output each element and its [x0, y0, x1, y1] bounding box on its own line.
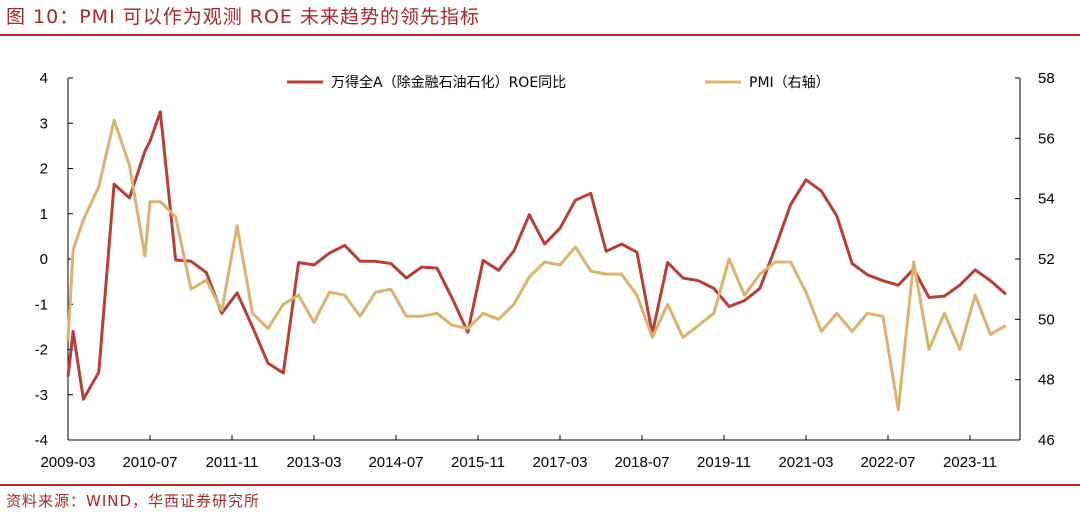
left-tick-label: -2: [35, 342, 48, 359]
bottom-rule: [0, 484, 1080, 486]
x-tick-label: 2013-03: [286, 454, 341, 471]
x-tick-label: 2009-03: [40, 454, 95, 471]
x-tick-label: 2018-07: [614, 454, 669, 471]
x-tick-label: 2014-07: [368, 454, 423, 471]
series-lines: [66, 110, 1007, 412]
x-tick-label: 2019-11: [697, 454, 751, 471]
left-tick-label: 3: [40, 115, 48, 132]
left-tick-label: -1: [35, 296, 48, 313]
right-tick-label: 54: [1038, 191, 1055, 208]
left-tick-label: 4: [40, 70, 48, 87]
x-tick-label: 2023-11: [943, 454, 997, 471]
legend-label-roe: 万得全A（除金融石油石化）ROE同比: [331, 74, 566, 91]
right-tick-label: 48: [1038, 372, 1055, 389]
axes: 4 3 2 1 0 -1 -2 -3 -4 58 56 54 52 50 48 46 2009-03 2010-0…: [35, 70, 1055, 471]
x-tick-label: 2015-11: [451, 454, 505, 471]
right-tick-label: 52: [1038, 251, 1055, 268]
series-line-pmi: [66, 118, 1007, 412]
left-tick-label: -4: [35, 432, 48, 449]
top-rule: [0, 34, 1080, 36]
left-tick-label: -3: [35, 387, 48, 404]
right-tick-label: 46: [1038, 432, 1055, 449]
right-tick-label: 56: [1038, 130, 1055, 147]
chart-title: 图 10：PMI 可以作为观测 ROE 未来趋势的领先指标: [6, 6, 480, 28]
x-tick-label: 2017-03: [532, 454, 587, 471]
series-line-roe: [66, 110, 1007, 401]
legend-label-pmi: PMI（右轴）: [749, 75, 830, 91]
legend: 万得全A（除金融石油石化）ROE同比 PMI（右轴）: [287, 74, 830, 91]
right-tick-label: 50: [1038, 311, 1055, 328]
x-tick-label: 2022-07: [860, 454, 915, 471]
left-tick-label: 2: [40, 161, 48, 178]
x-tick-label: 2010-07: [122, 454, 177, 471]
right-tick-label: 58: [1038, 70, 1055, 87]
left-tick-label: 1: [40, 206, 48, 223]
left-tick-label: 0: [40, 251, 48, 268]
x-tick-label: 2021-03: [778, 454, 833, 471]
x-tick-label: 2011-11: [206, 454, 259, 471]
source-note: 资料来源：WIND，华西证券研究所: [6, 492, 261, 510]
